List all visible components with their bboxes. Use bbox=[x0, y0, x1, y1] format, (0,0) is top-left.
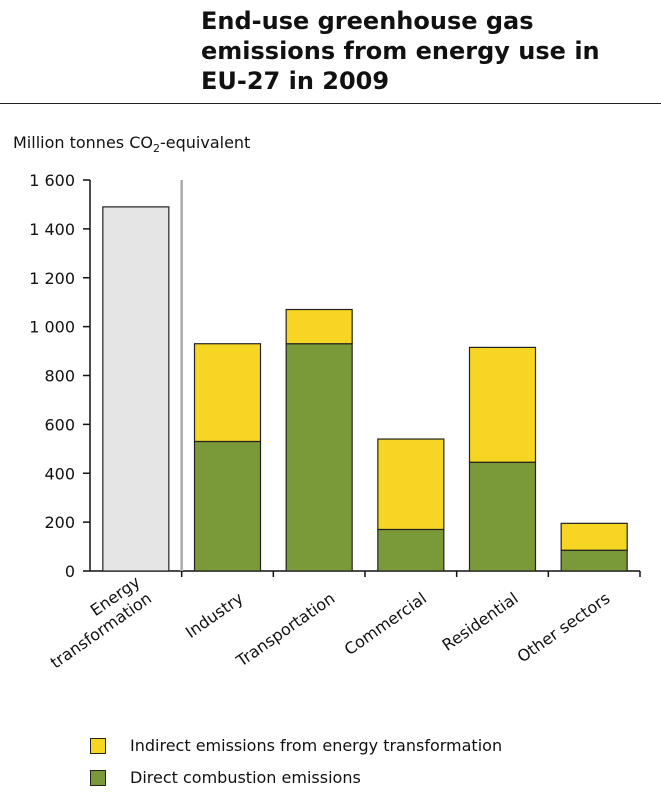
chart-title-line: emissions from energy use in bbox=[201, 37, 600, 65]
x-category-label-line: Commercial bbox=[341, 589, 430, 659]
x-category-label-line: Other sectors bbox=[514, 589, 614, 667]
bar-direct-combustion bbox=[193, 440, 262, 572]
y-tick-label: 1 400 bbox=[29, 220, 75, 239]
chart-title-line: EU-27 in 2009 bbox=[201, 67, 390, 95]
bar-indirect-emissions bbox=[377, 438, 445, 531]
y-tick-label: 200 bbox=[44, 513, 75, 532]
x-category-label: Transportation bbox=[232, 589, 338, 671]
legend-swatch-direct bbox=[90, 770, 106, 786]
chart-title: End-use greenhouse gas emissions from en… bbox=[201, 6, 651, 96]
x-category-label-line: Residential bbox=[439, 589, 522, 655]
x-category-label-line: Transportation bbox=[232, 589, 338, 671]
bar-direct-combustion bbox=[560, 549, 628, 572]
legend-label-indirect: Indirect emissions from energy transform… bbox=[130, 736, 503, 755]
bar-indirect-emissions bbox=[285, 308, 353, 345]
x-category-label: Industry bbox=[182, 589, 247, 642]
y-tick-label: 1 200 bbox=[29, 269, 75, 288]
y-tick-label: 600 bbox=[44, 415, 75, 434]
y-axis-unit-label: Million tonnes CO2-equivalent bbox=[13, 133, 250, 155]
x-category-label: Residential bbox=[439, 589, 522, 655]
unit-label-rest: -equivalent bbox=[159, 133, 251, 152]
x-category-label: Other sectors bbox=[514, 589, 614, 667]
y-tick-label: 1 000 bbox=[29, 318, 75, 337]
bar-indirect-emissions bbox=[193, 343, 262, 443]
bar-direct-combustion bbox=[285, 343, 353, 572]
bar-indirect-emissions bbox=[560, 522, 628, 551]
bar-direct-combustion bbox=[377, 528, 445, 572]
legend-swatch-indirect bbox=[90, 738, 106, 754]
chart-title-line: End-use greenhouse gas bbox=[201, 7, 534, 35]
legend-label-direct: Direct combustion emissions bbox=[130, 768, 361, 787]
bar-indirect-emissions bbox=[468, 346, 537, 463]
bar-energy-transformation bbox=[102, 206, 170, 572]
y-tick-label: 400 bbox=[44, 464, 75, 483]
y-tick-label: 800 bbox=[44, 367, 75, 386]
unit-label-subscript: 2 bbox=[152, 142, 160, 156]
bar-direct-combustion bbox=[468, 461, 537, 572]
x-category-label: Commercial bbox=[341, 589, 430, 659]
y-tick-label: 1 600 bbox=[29, 171, 75, 190]
title-divider bbox=[0, 103, 661, 104]
y-tick-label: 0 bbox=[65, 562, 75, 581]
x-category-label-line: Industry bbox=[182, 589, 247, 642]
stacked-bar-chart: 0 200 400 600 800 1 000 1 200 1 400 1 600 Energyt… bbox=[29, 171, 641, 672]
unit-label-main: Million tonnes CO bbox=[13, 133, 153, 152]
